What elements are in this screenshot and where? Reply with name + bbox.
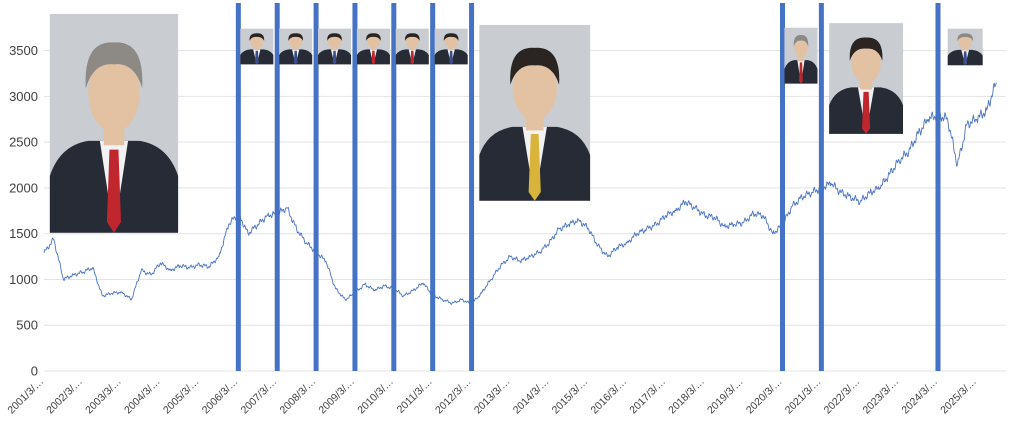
term-marker-bar — [780, 3, 786, 371]
portrait-photo — [279, 28, 313, 65]
x-axis-ticks: 2001/3/…2002/3/…2003/3/…2004/3/…2005/3/…… — [5, 376, 979, 417]
x-tick-label: 2010/3/… — [355, 376, 396, 417]
term-marker-bar — [430, 3, 436, 371]
x-tick-label: 2009/3/… — [316, 376, 357, 417]
y-tick-label: 2000 — [9, 180, 38, 195]
portrait-photo — [434, 28, 468, 65]
x-tick-label: 2018/3/… — [666, 376, 707, 417]
y-axis-ticks: 0 500 1000 1500 2000 2500 3000 3500 — [9, 43, 38, 378]
y-tick-label: 3000 — [9, 89, 38, 104]
x-tick-label: 2007/3/… — [239, 376, 280, 417]
term-marker-bar — [313, 3, 319, 371]
x-tick-label: 2003/3/… — [83, 376, 124, 417]
portrait-photo — [395, 28, 429, 65]
series-layer — [43, 82, 997, 305]
x-tick-label: 2002/3/… — [44, 376, 85, 417]
portrait-photo — [356, 28, 390, 65]
portrait-photo — [49, 14, 179, 233]
y-tick-label: 1000 — [9, 272, 38, 287]
x-tick-label: 2011/3/… — [395, 376, 435, 416]
portrait-photo — [947, 28, 983, 66]
term-marker-bar — [818, 3, 824, 371]
x-tick-label: 2015/3/… — [550, 376, 591, 417]
x-tick-label: 2020/3/… — [744, 376, 785, 417]
x-tick-label: 2001/3/… — [5, 376, 46, 417]
portrait-photo — [240, 28, 274, 65]
term-marker-bar — [235, 3, 241, 371]
term-marker-bar — [391, 3, 397, 371]
x-tick-label: 2006/3/… — [200, 376, 241, 417]
x-tick-label: 2017/3/… — [627, 376, 668, 417]
term-marker-bar — [935, 3, 941, 371]
x-tick-label: 2023/3/… — [861, 376, 902, 417]
term-marker-bar — [469, 3, 475, 371]
y-tick-label: 2500 — [9, 135, 38, 150]
x-tick-label: 2016/3/… — [588, 376, 629, 417]
x-tick-label: 2022/3/… — [822, 376, 863, 417]
portrait-annotations — [49, 14, 983, 233]
term-marker-bar — [352, 3, 358, 371]
x-tick-label: 2014/3/… — [511, 376, 552, 417]
y-tick-label: 0 — [31, 364, 38, 379]
y-tick-label: 500 — [16, 318, 38, 333]
portrait-photo — [318, 28, 352, 65]
portrait-photo — [829, 23, 903, 134]
x-tick-label: 2013/3/… — [472, 376, 513, 417]
y-tick-label: 1500 — [9, 226, 38, 241]
series-line — [43, 82, 997, 305]
x-tick-label: 2019/3/… — [705, 376, 746, 417]
portrait-photo — [784, 27, 818, 84]
term-marker-bar — [274, 3, 280, 371]
term-markers — [235, 3, 941, 371]
x-tick-label: 2021/3/… — [783, 376, 824, 417]
x-tick-label: 2004/3/… — [122, 376, 163, 417]
x-tick-label: 2024/3/… — [899, 376, 940, 417]
portrait-photo — [479, 24, 591, 201]
x-tick-label: 2008/3/… — [278, 376, 319, 417]
x-tick-label: 2012/3/… — [433, 376, 474, 417]
x-tick-label: 2025/3/… — [938, 376, 979, 417]
x-tick-label: 2005/3/… — [161, 376, 202, 417]
y-tick-label: 3500 — [9, 43, 38, 58]
